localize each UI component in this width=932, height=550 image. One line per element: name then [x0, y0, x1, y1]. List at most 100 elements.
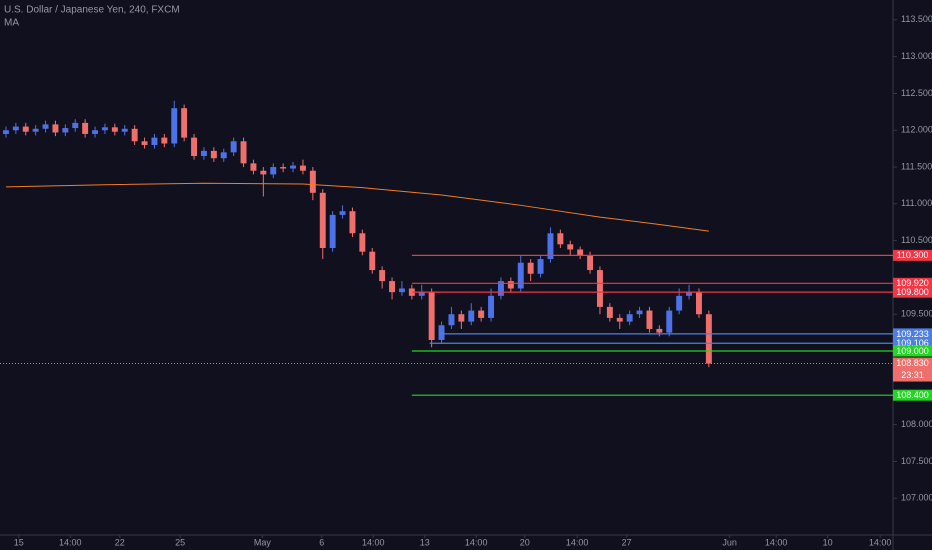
candle-body: [606, 306, 613, 318]
candle-body: [12, 126, 19, 131]
y-tick-label: 109.500: [901, 309, 932, 319]
candle-body: [151, 137, 158, 145]
candle-body: [488, 295, 495, 318]
x-tick-label: 15: [14, 537, 24, 547]
y-tick-label: 111.000: [901, 198, 932, 208]
level-label-box: [893, 249, 932, 261]
candle-body: [656, 328, 663, 333]
candle-body: [92, 130, 99, 134]
candle-body: [52, 124, 59, 133]
countdown-label: 23:31: [901, 370, 924, 380]
candle-body: [527, 262, 534, 274]
candle-body: [22, 126, 29, 132]
level-label-box: [893, 277, 932, 289]
level-label-box: [893, 328, 932, 340]
candle-body: [577, 249, 584, 256]
candle-body: [537, 259, 544, 274]
candle-body: [468, 310, 475, 322]
x-tick-label: 14:00: [59, 537, 82, 547]
candle-body: [626, 314, 633, 322]
candle-body: [32, 128, 39, 132]
level-label: 109.920: [896, 278, 929, 288]
candle-body: [329, 214, 336, 248]
y-tick-label: 107.000: [901, 493, 932, 503]
last-price-label: 108.830: [896, 358, 929, 368]
candle-body: [448, 314, 455, 326]
x-tick-label: May: [254, 537, 272, 547]
x-tick-label: 14:00: [566, 537, 589, 547]
candle-body: [131, 128, 138, 142]
candle-body: [676, 295, 683, 311]
candle-body: [458, 314, 465, 322]
level-label: 109.800: [896, 287, 929, 297]
candle-body: [705, 314, 712, 364]
candle-body: [547, 233, 554, 260]
y-tick-label: 113.000: [901, 51, 932, 61]
candle-body: [695, 292, 702, 315]
candle-body: [389, 281, 396, 293]
y-tick-label: 112.000: [901, 125, 932, 135]
candle-body: [101, 127, 108, 131]
x-tick-label: Jun: [722, 537, 737, 547]
candle-body: [478, 310, 485, 318]
candle-body: [319, 192, 326, 248]
candle-body: [379, 270, 386, 282]
candle-body: [418, 292, 425, 296]
x-tick-label: 27: [622, 537, 632, 547]
candle-body: [567, 244, 574, 250]
candle-body: [507, 281, 514, 289]
candle-body: [359, 233, 366, 252]
x-tick-label: 14:00: [869, 537, 892, 547]
y-tick-label: 108.000: [901, 419, 932, 429]
candle-body: [121, 128, 128, 132]
x-tick-label: 13: [420, 537, 430, 547]
candle-body: [191, 137, 198, 157]
candle-body: [497, 281, 504, 296]
candle-body: [210, 150, 217, 159]
candle-body: [82, 122, 89, 134]
y-tick-label: 112.500: [901, 88, 932, 98]
candle-body: [141, 141, 148, 145]
level-label: 110.300: [897, 250, 929, 260]
level-label-box: [893, 389, 932, 401]
candle-body: [181, 108, 188, 138]
candle-body: [557, 233, 564, 245]
candle-body: [171, 108, 178, 144]
candle-body: [596, 270, 603, 307]
candle-body: [438, 325, 445, 340]
candle-body: [428, 292, 435, 340]
last-price-box: [893, 357, 932, 382]
candle-body: [339, 211, 346, 215]
candle-body: [260, 170, 267, 175]
candle-body: [220, 152, 227, 159]
candle-body: [369, 251, 376, 271]
candle-body: [42, 124, 49, 129]
candle-body: [111, 127, 118, 132]
y-tick-label: 111.500: [901, 161, 932, 171]
y-tick-label: 110.500: [901, 235, 932, 245]
indicator-name: MA: [4, 18, 19, 29]
moving-average-line: [5, 182, 709, 232]
x-tick-label: 25: [175, 537, 185, 547]
candle-body: [309, 170, 316, 193]
candle-body: [240, 141, 247, 164]
level-label-box: [893, 286, 932, 298]
candle-body: [587, 255, 594, 271]
candle-body: [616, 317, 623, 322]
candle-body: [270, 167, 277, 175]
x-tick-label: 10: [823, 537, 833, 547]
candle-body: [230, 141, 237, 153]
y-tick-label: 113.500: [901, 14, 932, 24]
x-tick-label: 6: [319, 537, 324, 547]
x-tick-label: 20: [520, 537, 530, 547]
level-label: 109.000: [896, 346, 929, 356]
candle-body: [62, 128, 69, 133]
x-tick-label: 22: [115, 537, 125, 547]
candle-body: [517, 262, 524, 289]
level-label-box: [893, 337, 932, 349]
candle-body: [161, 137, 168, 144]
candle-body: [72, 122, 79, 129]
candle-body: [290, 165, 297, 169]
